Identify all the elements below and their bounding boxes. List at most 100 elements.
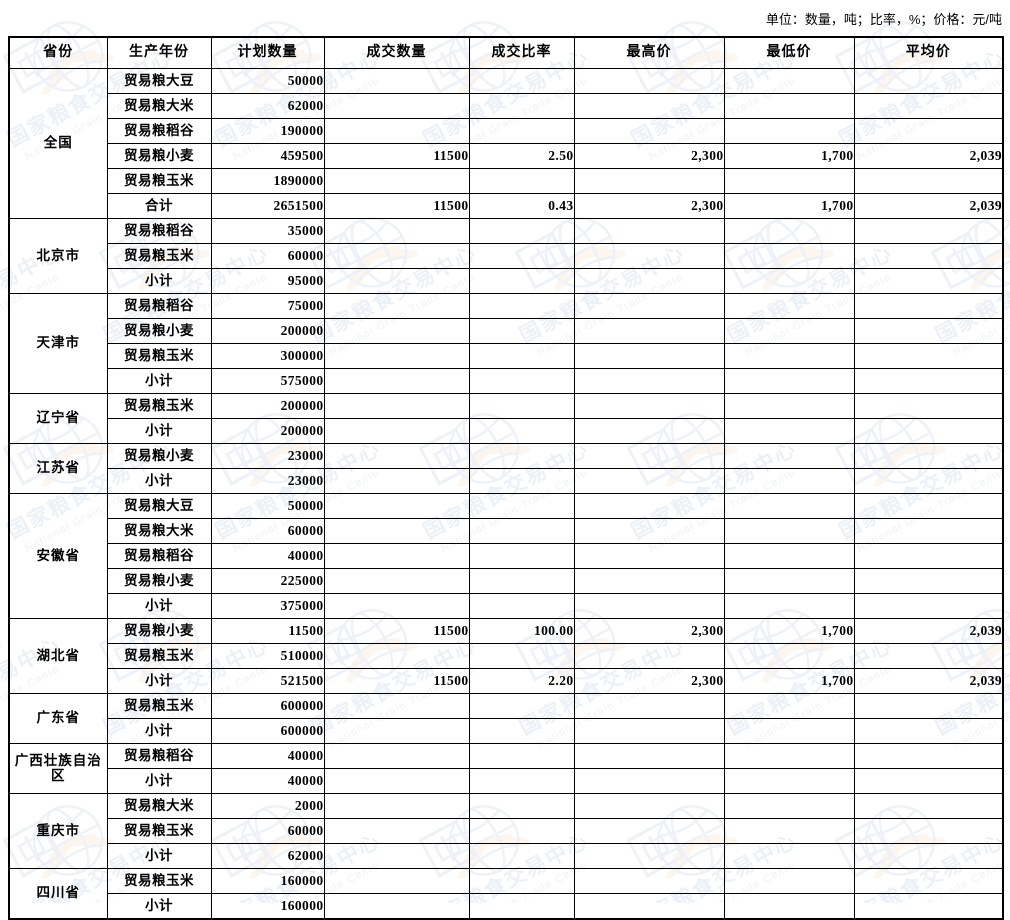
cell-deal (323, 93, 470, 119)
cell-plan: 40000 (210, 543, 325, 569)
category-cell: 贸易粮稻谷 (106, 543, 212, 569)
cell-high: 2,300 (573, 193, 725, 219)
table-row: 江苏省 贸易粮小麦 23000 (8, 443, 1004, 494)
cell-deal (323, 893, 470, 920)
cell-deal (323, 693, 470, 719)
cell-high (573, 418, 725, 444)
category-cell: 小计 (106, 593, 212, 619)
cell-rate: 100.00 (468, 618, 575, 644)
cell-low (723, 693, 855, 719)
column-header-3: 成交数量 (323, 36, 470, 69)
table-row: 小计 95000 (9, 268, 1004, 294)
cell-low (723, 843, 855, 869)
cell-high (573, 768, 725, 794)
cell-plan: 50000 (210, 493, 325, 519)
category-cell: 小计 (106, 843, 212, 869)
table-row: 湖北省 贸易粮小麦 11500 11500 100.00 2,300 1,700 2,039 (8, 618, 1004, 694)
cell-rate (468, 368, 575, 394)
table-row: 小计 200000 (9, 418, 1004, 444)
cell-low (723, 68, 855, 94)
cell-deal (323, 68, 470, 94)
cell-low: 1,700 (723, 143, 855, 169)
province-cell: 广东省 (8, 693, 108, 744)
cell-plan: 200000 (210, 393, 325, 419)
cell-rate (468, 743, 575, 769)
cell-deal: 11500 (323, 618, 470, 644)
cell-high (573, 693, 725, 719)
cell-plan: 459500 (210, 143, 325, 169)
cell-low (723, 743, 855, 769)
cell-low (723, 568, 855, 594)
table-row: 安徽省 贸易粮大豆 50000 (8, 493, 1004, 619)
cell-low: 1,700 (723, 193, 855, 219)
category-cell: 贸易粮玉米 (106, 693, 212, 719)
table-row: 天津市 贸易粮稻谷 75000 (8, 293, 1004, 394)
cell-rate: 0.43 (468, 193, 575, 219)
cell-plan: 1890000 (210, 168, 325, 194)
table-row: 贸易粮稻谷 40000 (9, 543, 1004, 569)
category-cell: 贸易粮大豆 (106, 68, 212, 94)
province-cell: 四川省 (8, 868, 108, 920)
cell-low: 1,700 (723, 618, 855, 644)
cell-avg (853, 518, 1004, 544)
cell-rate: 2.20 (468, 668, 575, 694)
category-cell: 贸易粮稻谷 (106, 118, 212, 144)
category-cell: 小计 (106, 368, 212, 394)
cell-plan: 600000 (210, 718, 325, 744)
cell-low (723, 293, 855, 319)
cell-high (573, 793, 725, 819)
cell-plan: 521500 (210, 668, 325, 694)
cell-high (573, 243, 725, 269)
cell-deal: 11500 (323, 668, 470, 694)
cell-rate (468, 68, 575, 94)
cell-avg (853, 568, 1004, 594)
cell-low (723, 268, 855, 294)
cell-deal (323, 768, 470, 794)
cell-rate (468, 543, 575, 569)
cell-plan: 11500 (210, 618, 325, 644)
column-header-6: 最低价 (723, 36, 855, 69)
column-header-5: 最高价 (573, 36, 725, 69)
category-cell: 小计 (106, 418, 212, 444)
table-row: 贸易粮稻谷 190000 (9, 118, 1004, 144)
table-row: 小计 600000 (9, 718, 1004, 744)
cell-avg (853, 543, 1004, 569)
cell-deal (323, 368, 470, 394)
cell-plan: 2651500 (210, 193, 325, 219)
cell-rate (468, 318, 575, 344)
cell-plan: 23000 (210, 468, 325, 494)
cell-rate (468, 93, 575, 119)
cell-plan: 600000 (210, 693, 325, 719)
cell-avg (853, 418, 1004, 444)
cell-high (573, 493, 725, 519)
province-cell: 广西壮族自治区 (8, 743, 108, 794)
cell-avg (853, 68, 1004, 94)
category-cell: 小计 (106, 268, 212, 294)
cell-deal (323, 593, 470, 619)
category-cell: 小计 (106, 468, 212, 494)
table-row: 贸易粮玉米 60000 (9, 243, 1004, 269)
cell-rate (468, 843, 575, 869)
province-cell: 天津市 (8, 293, 108, 394)
cell-rate (468, 818, 575, 844)
cell-avg (853, 218, 1004, 244)
cell-avg (853, 718, 1004, 744)
cell-plan: 160000 (210, 893, 325, 920)
cell-rate: 2.50 (468, 143, 575, 169)
cell-high: 2,300 (573, 143, 725, 169)
province-cell: 全国 (8, 68, 108, 219)
cell-deal (323, 418, 470, 444)
cell-plan: 190000 (210, 118, 325, 144)
cell-high (573, 443, 725, 469)
cell-deal (323, 818, 470, 844)
table-row: 贸易粮小麦 200000 (9, 318, 1004, 344)
cell-deal (323, 543, 470, 569)
cell-plan: 200000 (210, 418, 325, 444)
cell-low: 1,700 (723, 668, 855, 694)
table-body: 全国 贸易粮大豆 50000 贸易粮大米 62000 贸易粮稻谷 190000 贸易粮小麦 45… (8, 68, 1004, 920)
table-row: 贸易粮大米 62000 (9, 93, 1004, 119)
category-cell: 贸易粮玉米 (106, 643, 212, 669)
table-row: 广东省 贸易粮玉米 600000 (8, 693, 1004, 744)
cell-low (723, 368, 855, 394)
